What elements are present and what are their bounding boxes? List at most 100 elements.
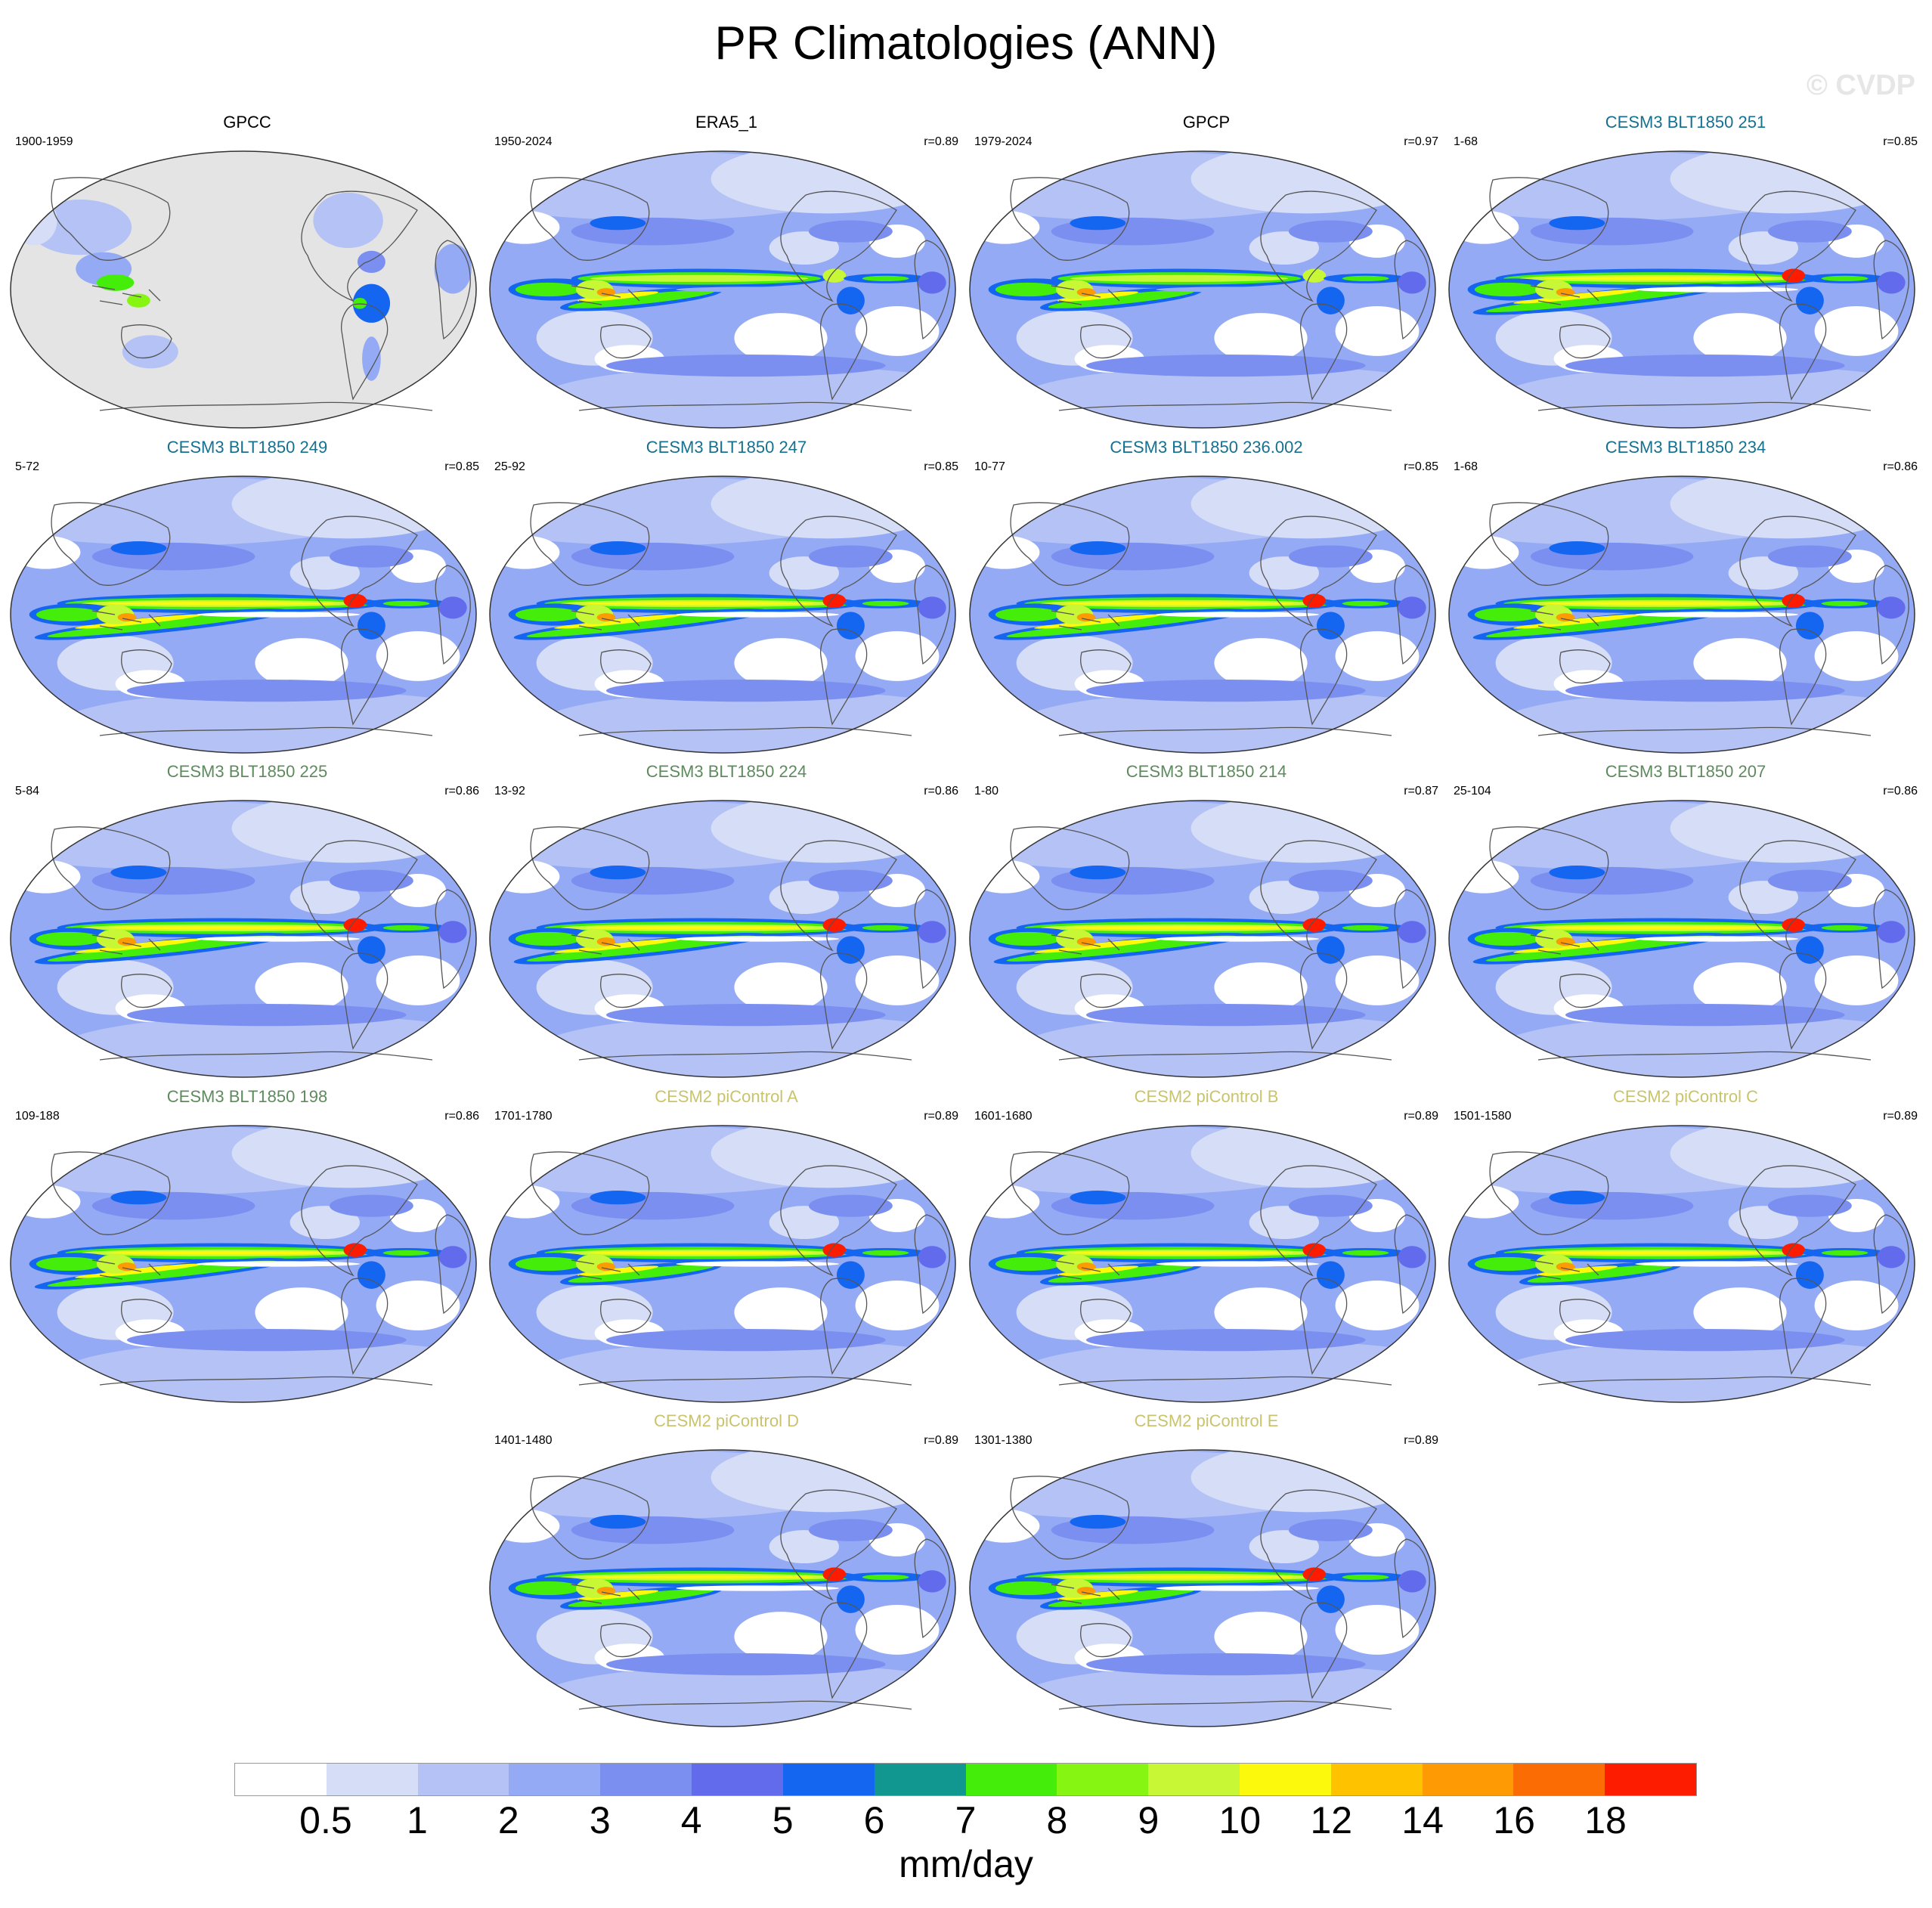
map-panel: CESM2 piControl B 1601-1680 r=0.89 — [968, 1086, 1444, 1404]
amazon-rain — [1316, 287, 1345, 314]
coastlines — [530, 1151, 950, 1386]
antarctica-coast — [1058, 1051, 1392, 1061]
map-panel: CESM3 BLT1850 236.002 10-77 r=0.85 — [968, 437, 1444, 754]
australia-coast — [600, 324, 652, 359]
maritime-continent-core — [117, 613, 137, 622]
maritime-continent-core — [117, 1262, 137, 1271]
equatorial-cold-tongue — [1156, 287, 1319, 293]
africa-rain — [438, 921, 467, 943]
asia-coast — [1010, 826, 1130, 910]
indonesia-islands — [91, 610, 161, 630]
panel-title: GPCP — [1182, 113, 1231, 132]
dry-zone — [734, 962, 828, 1012]
amazon-rain — [357, 612, 385, 640]
maritime-continent-core — [596, 1262, 616, 1271]
land-precip-region — [11, 195, 57, 246]
precip-map — [1448, 800, 1915, 1078]
maritime-continent-core — [596, 613, 616, 622]
amazon-rain — [836, 936, 865, 964]
precip-field — [490, 1126, 955, 1402]
panel-period: 1601-1680 — [974, 1110, 1033, 1123]
panel-title: CESM3 BLT1850 251 — [1605, 113, 1766, 132]
storm-track — [126, 1329, 407, 1352]
maritime-continent-core — [1556, 937, 1575, 946]
equatorial-cold-tongue — [197, 936, 360, 942]
atlantic-itcz — [862, 1574, 909, 1581]
storm-track — [590, 216, 646, 231]
map-panel: CESM2 piControl D 1401-1480 r=0.89 — [488, 1411, 964, 1728]
south-america-coast — [1300, 952, 1348, 1050]
map-boundary — [1448, 1125, 1915, 1403]
atlantic-itcz — [1342, 600, 1389, 607]
dry-zone — [1814, 305, 1899, 356]
colorbar-tick-label: 9 — [1138, 1799, 1160, 1841]
storm-track — [606, 1329, 886, 1352]
map-boundary — [489, 150, 956, 429]
dry-zone — [734, 1287, 828, 1337]
indian-ocean-rain — [515, 1581, 581, 1596]
amazon-rain — [1795, 1261, 1824, 1289]
antarctica-coast — [1058, 401, 1392, 411]
dry-zone — [1693, 1287, 1787, 1337]
panel-period: 25-92 — [494, 460, 525, 473]
colorbar-cell — [782, 1764, 875, 1795]
antarctica-coast — [578, 1376, 912, 1386]
dry-zone — [1814, 630, 1899, 681]
map-boundary — [969, 800, 1436, 1078]
africa-rain — [1398, 1570, 1426, 1593]
africa-coast — [1873, 1214, 1909, 1315]
dry-zone — [855, 1280, 940, 1330]
dry-zone — [1214, 1612, 1308, 1662]
maritime-continent-core — [596, 1587, 616, 1596]
asia-coast — [51, 177, 171, 261]
itcz-core — [585, 926, 814, 930]
dry-zone — [1214, 313, 1308, 363]
asia-coast — [1010, 502, 1130, 586]
dry-zone — [11, 1185, 81, 1219]
antarctica-coast — [99, 726, 433, 736]
land-precip-region — [122, 335, 178, 369]
land-precip-region — [127, 293, 150, 308]
dry-zone — [1449, 1185, 1519, 1219]
storm-track — [1070, 541, 1126, 556]
storm-track — [1288, 869, 1373, 892]
amazon-rain — [836, 287, 865, 314]
indonesia-islands — [1530, 1259, 1599, 1280]
precip-map — [489, 150, 956, 429]
panel-period: 1501-1580 — [1454, 1110, 1512, 1123]
spcz-band — [526, 935, 756, 962]
north-america-coast — [1260, 840, 1377, 952]
panel-title: CESM3 BLT1850 247 — [646, 438, 807, 457]
storm-track — [590, 1191, 646, 1205]
storm-track — [808, 869, 893, 892]
panel-pattern-correlation: r=0.89 — [1404, 1434, 1438, 1447]
maritime-continent-core — [596, 937, 616, 946]
itcz-core — [1065, 1575, 1294, 1579]
coastlines — [1489, 826, 1909, 1061]
indian-ocean-rain — [1474, 1256, 1540, 1271]
dry-zone — [1449, 860, 1519, 894]
itcz-core — [106, 926, 335, 930]
panel-pattern-correlation: r=0.89 — [924, 1434, 958, 1447]
map-panel: CESM2 piControl A 1701-1780 r=0.89 — [488, 1086, 964, 1404]
dry-zone — [490, 860, 560, 894]
indian-ocean-rain — [36, 1256, 102, 1271]
amazon-rain — [1316, 1585, 1345, 1613]
spcz-band — [568, 1264, 714, 1283]
dry-zone — [1335, 305, 1420, 356]
precip-map — [969, 1449, 1436, 1727]
indian-ocean-rain — [995, 931, 1061, 946]
africa-rain — [438, 596, 467, 619]
dry-zone — [734, 313, 828, 363]
maritime-continent-core — [1076, 1587, 1096, 1596]
dry-zone — [1214, 1287, 1308, 1337]
panel-pattern-correlation: r=0.85 — [1404, 460, 1438, 473]
indian-ocean-rain — [36, 607, 102, 622]
storm-track — [1767, 220, 1852, 243]
panel-period: 109-188 — [15, 1110, 60, 1123]
north-america-coast — [1739, 1165, 1856, 1277]
panel-title: CESM3 BLT1850 236.002 — [1110, 438, 1303, 457]
north-america-coast — [1739, 190, 1856, 302]
equatorial-cold-tongue — [1156, 936, 1319, 942]
storm-track — [590, 1515, 646, 1529]
